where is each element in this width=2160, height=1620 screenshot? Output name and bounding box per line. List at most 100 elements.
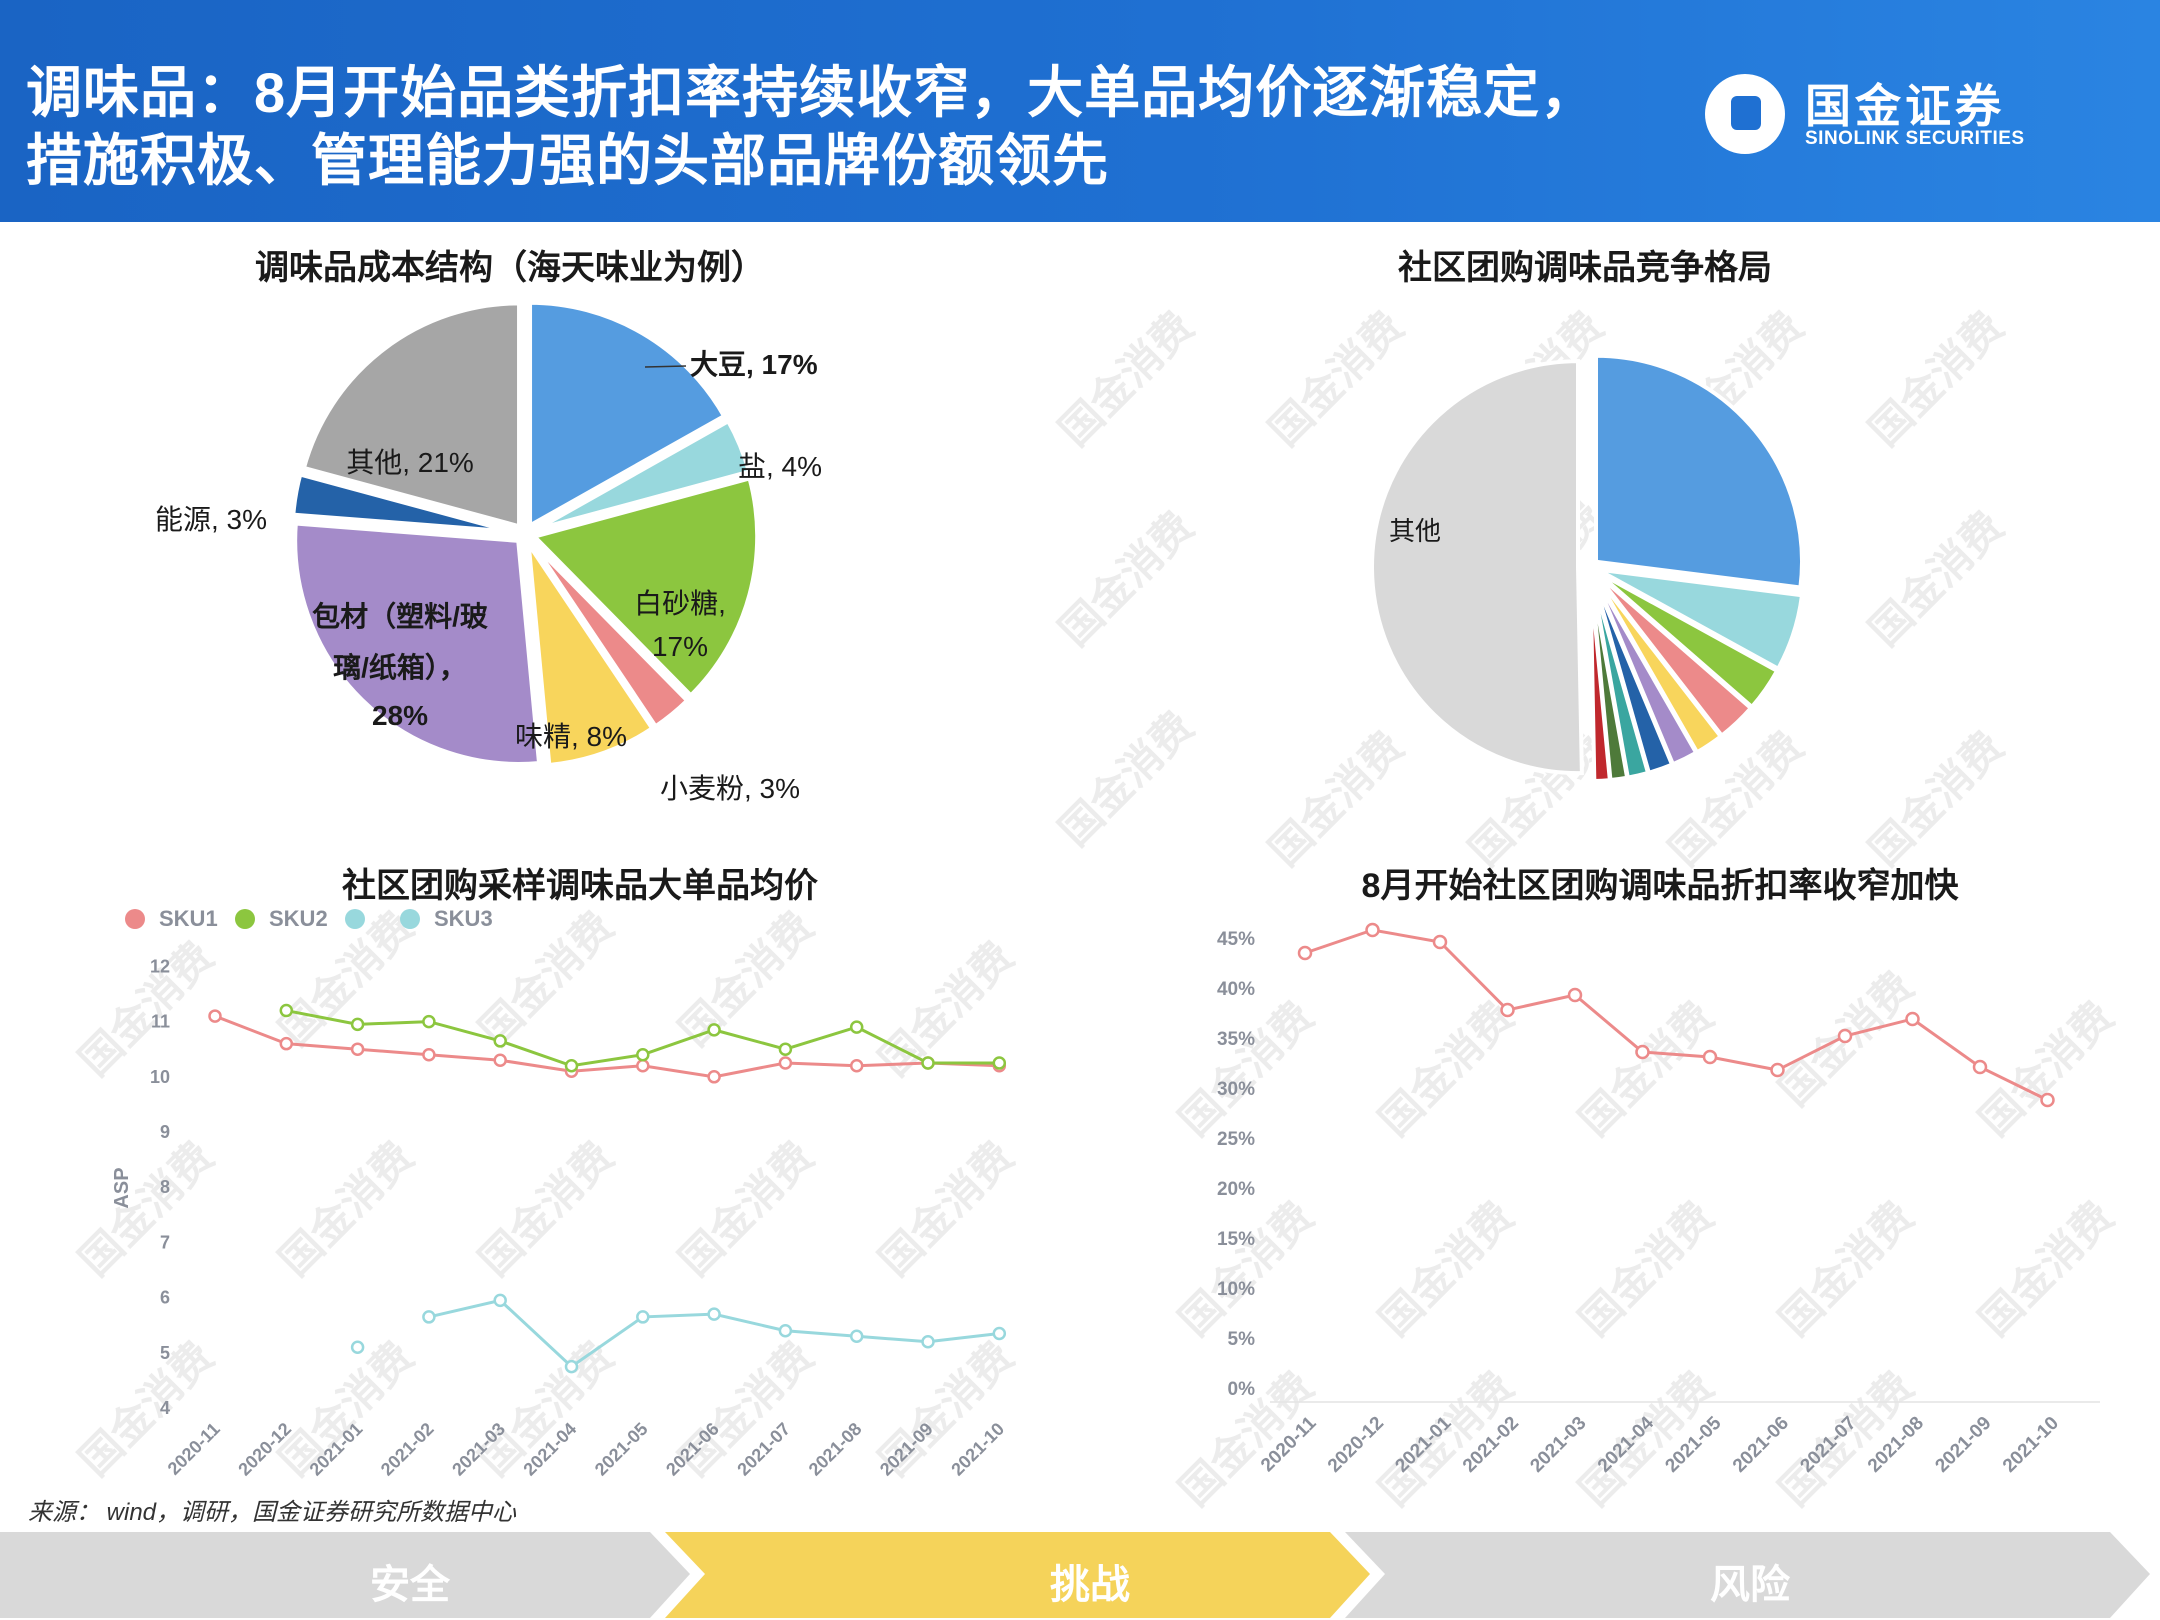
pie-slice: [1588, 574, 1613, 783]
chart-title-asp: 社区团购采样调味品大单品均价: [342, 867, 818, 905]
data-point: [849, 1329, 864, 1343]
y-tick-label: 8: [160, 1177, 170, 1197]
pie-label: 味精, 8%: [515, 721, 627, 752]
data-point: [707, 1023, 721, 1037]
x-tick-label: 2021-05: [591, 1419, 652, 1480]
section-nav: 安全 挑战 风险: [0, 1530, 2160, 1620]
y-axis-label: ASP: [111, 1167, 133, 1208]
data-point: [564, 1059, 579, 1073]
pie-label: 28%: [372, 700, 428, 731]
data-point: [707, 1070, 721, 1084]
data-point: [493, 1034, 507, 1048]
x-tick-label: 2021-04: [1594, 1412, 1658, 1476]
legend-label[interactable]: SKU1: [159, 906, 218, 931]
data-point: [636, 1310, 650, 1324]
y-tick-label: 5: [160, 1343, 170, 1363]
pie-slice: [527, 299, 729, 531]
data-point: [707, 1307, 721, 1321]
data-point: [1567, 987, 1583, 1003]
data-point: [350, 1042, 365, 1056]
y-tick-label: 40%: [1217, 979, 1255, 1000]
x-tick-label: 2021-01: [1391, 1412, 1455, 1476]
legend-marker[interactable]: [400, 909, 420, 929]
x-tick-label: 2020-11: [1257, 1412, 1321, 1476]
data-point: [992, 1326, 1007, 1341]
nav-item-safety[interactable]: 安全: [370, 1563, 450, 1607]
pie-label: 璃/纸箱），: [333, 651, 467, 683]
pie-label: 包材（塑料/玻: [312, 600, 488, 632]
nav-item-risk[interactable]: 风险: [1710, 1563, 1790, 1607]
data-point: [1635, 1044, 1650, 1060]
legend-marker[interactable]: [345, 909, 365, 929]
pie-label: 17%: [652, 631, 708, 662]
data-point: [778, 1056, 793, 1070]
x-tick-label: 2021-02: [377, 1419, 438, 1480]
x-tick-label: 2021-04: [519, 1419, 580, 1480]
chart-title-cost-structure: 调味品成本结构（海天味业为例）: [255, 249, 765, 287]
pie-slice: [292, 520, 543, 767]
pie-slice: [300, 300, 523, 531]
pie-label: 白砂糖,: [634, 588, 726, 619]
y-tick-label: 4: [160, 1398, 170, 1418]
x-tick-label: 2021-03: [1526, 1413, 1590, 1477]
data-point: [1972, 1059, 1988, 1075]
data-point: [493, 1053, 507, 1067]
logo-mark-icon: [1705, 74, 1785, 154]
company-logo: 国金证券 SINOLINK SECURITIES: [1705, 70, 2125, 160]
data-point: [778, 1042, 793, 1056]
x-tick-label: 2021-06: [662, 1419, 723, 1480]
legend-label[interactable]: SKU3: [434, 906, 493, 931]
logo-chinese-name: 国金证券: [1805, 80, 2005, 132]
nav-arrow-risk[interactable]: [1345, 1532, 2150, 1618]
pie-slice: [532, 417, 753, 534]
data-point: [1365, 922, 1380, 938]
data-point: [493, 1293, 507, 1308]
data-point: [2040, 1092, 2055, 1108]
y-tick-label: 10%: [1217, 1279, 1255, 1300]
pie-slice: [1370, 359, 1584, 776]
pie-slice: [528, 474, 761, 700]
y-tick-label: 25%: [1217, 1129, 1255, 1150]
pie-chart-competition: 其他: [1370, 353, 1805, 783]
series-line: [1304, 928, 2049, 1102]
data-point: [350, 1340, 365, 1355]
source-note: 来源： wind，调研，国金证券研究所数据中心: [28, 1499, 517, 1526]
legend-label[interactable]: SKU2: [269, 906, 328, 931]
data-point: [778, 1323, 793, 1338]
page-title-line2: 措施积极、管理能力强的头部品牌份额领先: [26, 129, 1109, 192]
legend-marker[interactable]: [235, 909, 255, 929]
data-point: [1500, 1002, 1515, 1018]
x-tick-label: 2021-05: [1661, 1412, 1725, 1476]
y-tick-label: 10: [150, 1067, 170, 1087]
x-tick-label: 2020-11: [164, 1419, 224, 1479]
pie-slice: [525, 541, 657, 769]
y-tick-label: 6: [160, 1288, 170, 1308]
x-tick-label: 2020-12: [1324, 1413, 1388, 1477]
y-tick-label: 0%: [1228, 1379, 1256, 1400]
x-tick-label: 2021-08: [1864, 1413, 1928, 1477]
nav-item-challenge[interactable]: 挑战: [1050, 1563, 1130, 1607]
nav-arrow-safety[interactable]: [0, 1532, 690, 1618]
data-point: [422, 1047, 436, 1062]
nav-arrow-challenge[interactable]: [665, 1532, 1370, 1618]
x-tick-label: 2021-07: [733, 1419, 794, 1480]
x-tick-label: 2021-10: [1999, 1413, 2063, 1477]
data-point: [279, 1036, 294, 1051]
y-tick-label: 12: [150, 956, 170, 976]
y-tick-label: 20%: [1217, 1179, 1255, 1200]
header-banner: 调味品：8月开始品类折扣率持续收窄，大单品均价逐渐稳定， 措施积极、管理能力强的…: [0, 0, 2160, 222]
pie-label: 小麦粉, 3%: [660, 773, 800, 804]
y-tick-label: 45%: [1217, 929, 1255, 950]
data-point: [350, 1017, 365, 1032]
data-point: [1905, 1011, 1920, 1027]
nav-arrows: [0, 1532, 2150, 1618]
pie-slice: [1594, 353, 1804, 590]
x-tick-label: 2021-02: [1459, 1413, 1523, 1477]
legend-marker[interactable]: [125, 909, 145, 929]
data-point: [921, 1335, 935, 1349]
data-point: [422, 1310, 436, 1324]
page-title-line1: 调味品：8月开始品类折扣率持续收窄，大单品均价逐渐稳定，: [26, 61, 1598, 124]
x-tick-label: 2021-08: [805, 1419, 866, 1480]
data-point: [849, 1059, 864, 1073]
